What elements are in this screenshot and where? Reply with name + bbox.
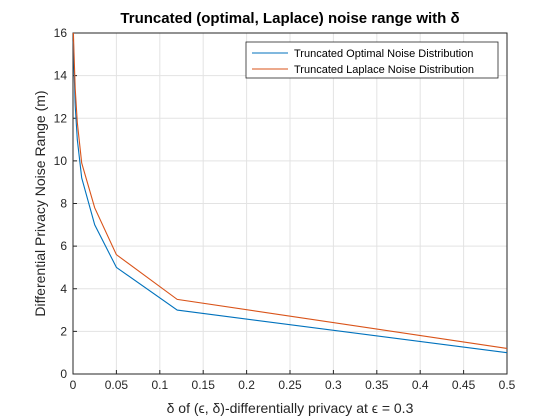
y-tick-label: 14 [54, 69, 68, 83]
y-tick-label: 16 [54, 26, 68, 40]
x-tick-label: 0.2 [238, 378, 255, 392]
series-line-2 [72, 32, 508, 349]
x-tick-label: 0.15 [192, 378, 216, 392]
x-tick-label: 0.1 [151, 378, 168, 392]
series-lines [72, 32, 508, 354]
x-tick-label: 0.25 [278, 378, 302, 392]
x-tick-label: 0.45 [452, 378, 476, 392]
x-tick-label: 0.3 [325, 378, 342, 392]
legend: Truncated Optimal Noise Distribution Trun… [245, 41, 499, 79]
y-tick-label: 4 [60, 282, 67, 296]
x-tick-label: 0.5 [499, 378, 516, 392]
x-tick-label: 0 [70, 378, 77, 392]
y-tick-label: 2 [60, 324, 67, 338]
x-tick-label: 0.4 [412, 378, 429, 392]
legend-box [245, 41, 499, 79]
y-axis-label: Differential Privacy Noise Range (m) [32, 90, 48, 316]
grid [72, 32, 508, 375]
legend-label-1: Truncated Optimal Noise Distribution [294, 48, 473, 60]
x-tick-label: 0.35 [365, 378, 389, 392]
y-tick-label: 6 [60, 239, 67, 253]
chart-title: Truncated (optimal, Laplace) noise range… [120, 10, 459, 27]
y-tick-label: 0 [60, 367, 67, 381]
y-tick-label: 10 [54, 154, 68, 168]
y-tick-label: 12 [54, 111, 68, 125]
axis-ticks: 0 0.05 0.1 0.15 0.2 0.25 0.3 0.35 0.4 0.45 0.5 0 2 4 6… [54, 26, 516, 392]
y-tick-label: 8 [60, 197, 67, 211]
legend-label-2: Truncated Laplace Noise Distribution [294, 64, 474, 76]
x-tick-label: 0.05 [105, 378, 129, 392]
x-axis-label: δ of (ϵ, δ)-differentially privacy at ϵ … [167, 400, 414, 416]
